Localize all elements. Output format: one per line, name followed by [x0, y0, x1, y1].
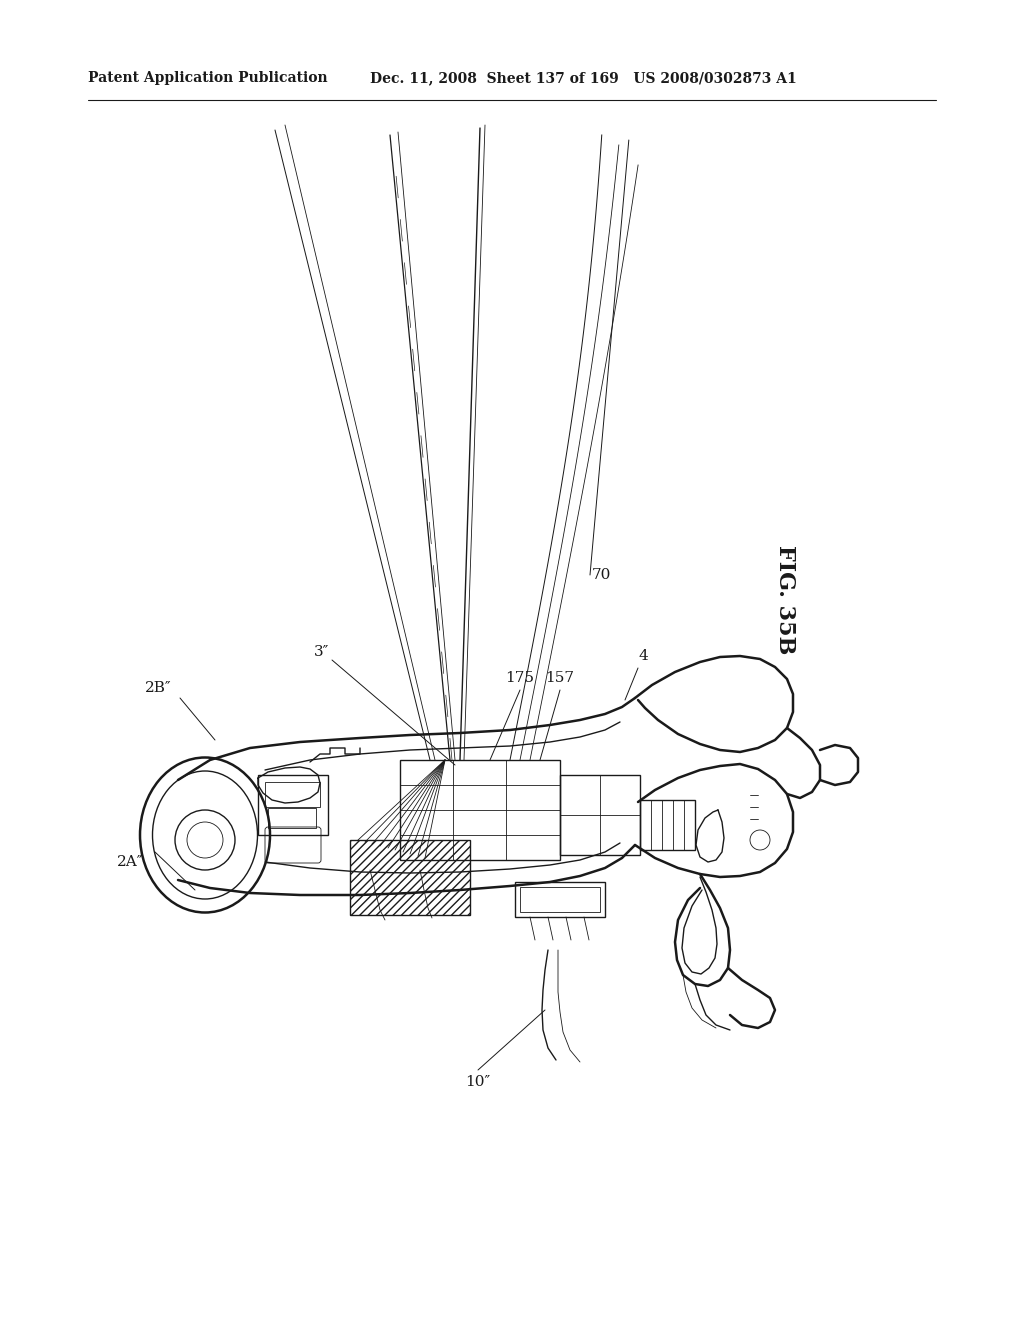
Text: 70: 70 — [592, 568, 611, 582]
Bar — [268, 808, 316, 828]
Text: 3″: 3″ — [314, 645, 330, 659]
Bar — [265, 781, 319, 807]
Text: Patent Application Publication: Patent Application Publication — [88, 71, 328, 84]
Bar — [515, 882, 605, 917]
Bar — [258, 775, 328, 836]
Bar — [520, 887, 600, 912]
Text: FIG. 35B: FIG. 35B — [774, 545, 796, 655]
Text: 175: 175 — [506, 671, 535, 685]
Text: 2B″: 2B″ — [144, 681, 171, 696]
Text: 157: 157 — [546, 671, 574, 685]
Text: 2A″: 2A″ — [117, 855, 143, 869]
Bar — [560, 775, 640, 855]
Bar — [400, 760, 560, 861]
Bar — [640, 800, 695, 850]
Bar — [350, 840, 470, 915]
Text: 10″: 10″ — [465, 1074, 490, 1089]
Text: Dec. 11, 2008  Sheet 137 of 169   US 2008/0302873 A1: Dec. 11, 2008 Sheet 137 of 169 US 2008/0… — [370, 71, 797, 84]
Text: 4: 4 — [638, 649, 648, 663]
